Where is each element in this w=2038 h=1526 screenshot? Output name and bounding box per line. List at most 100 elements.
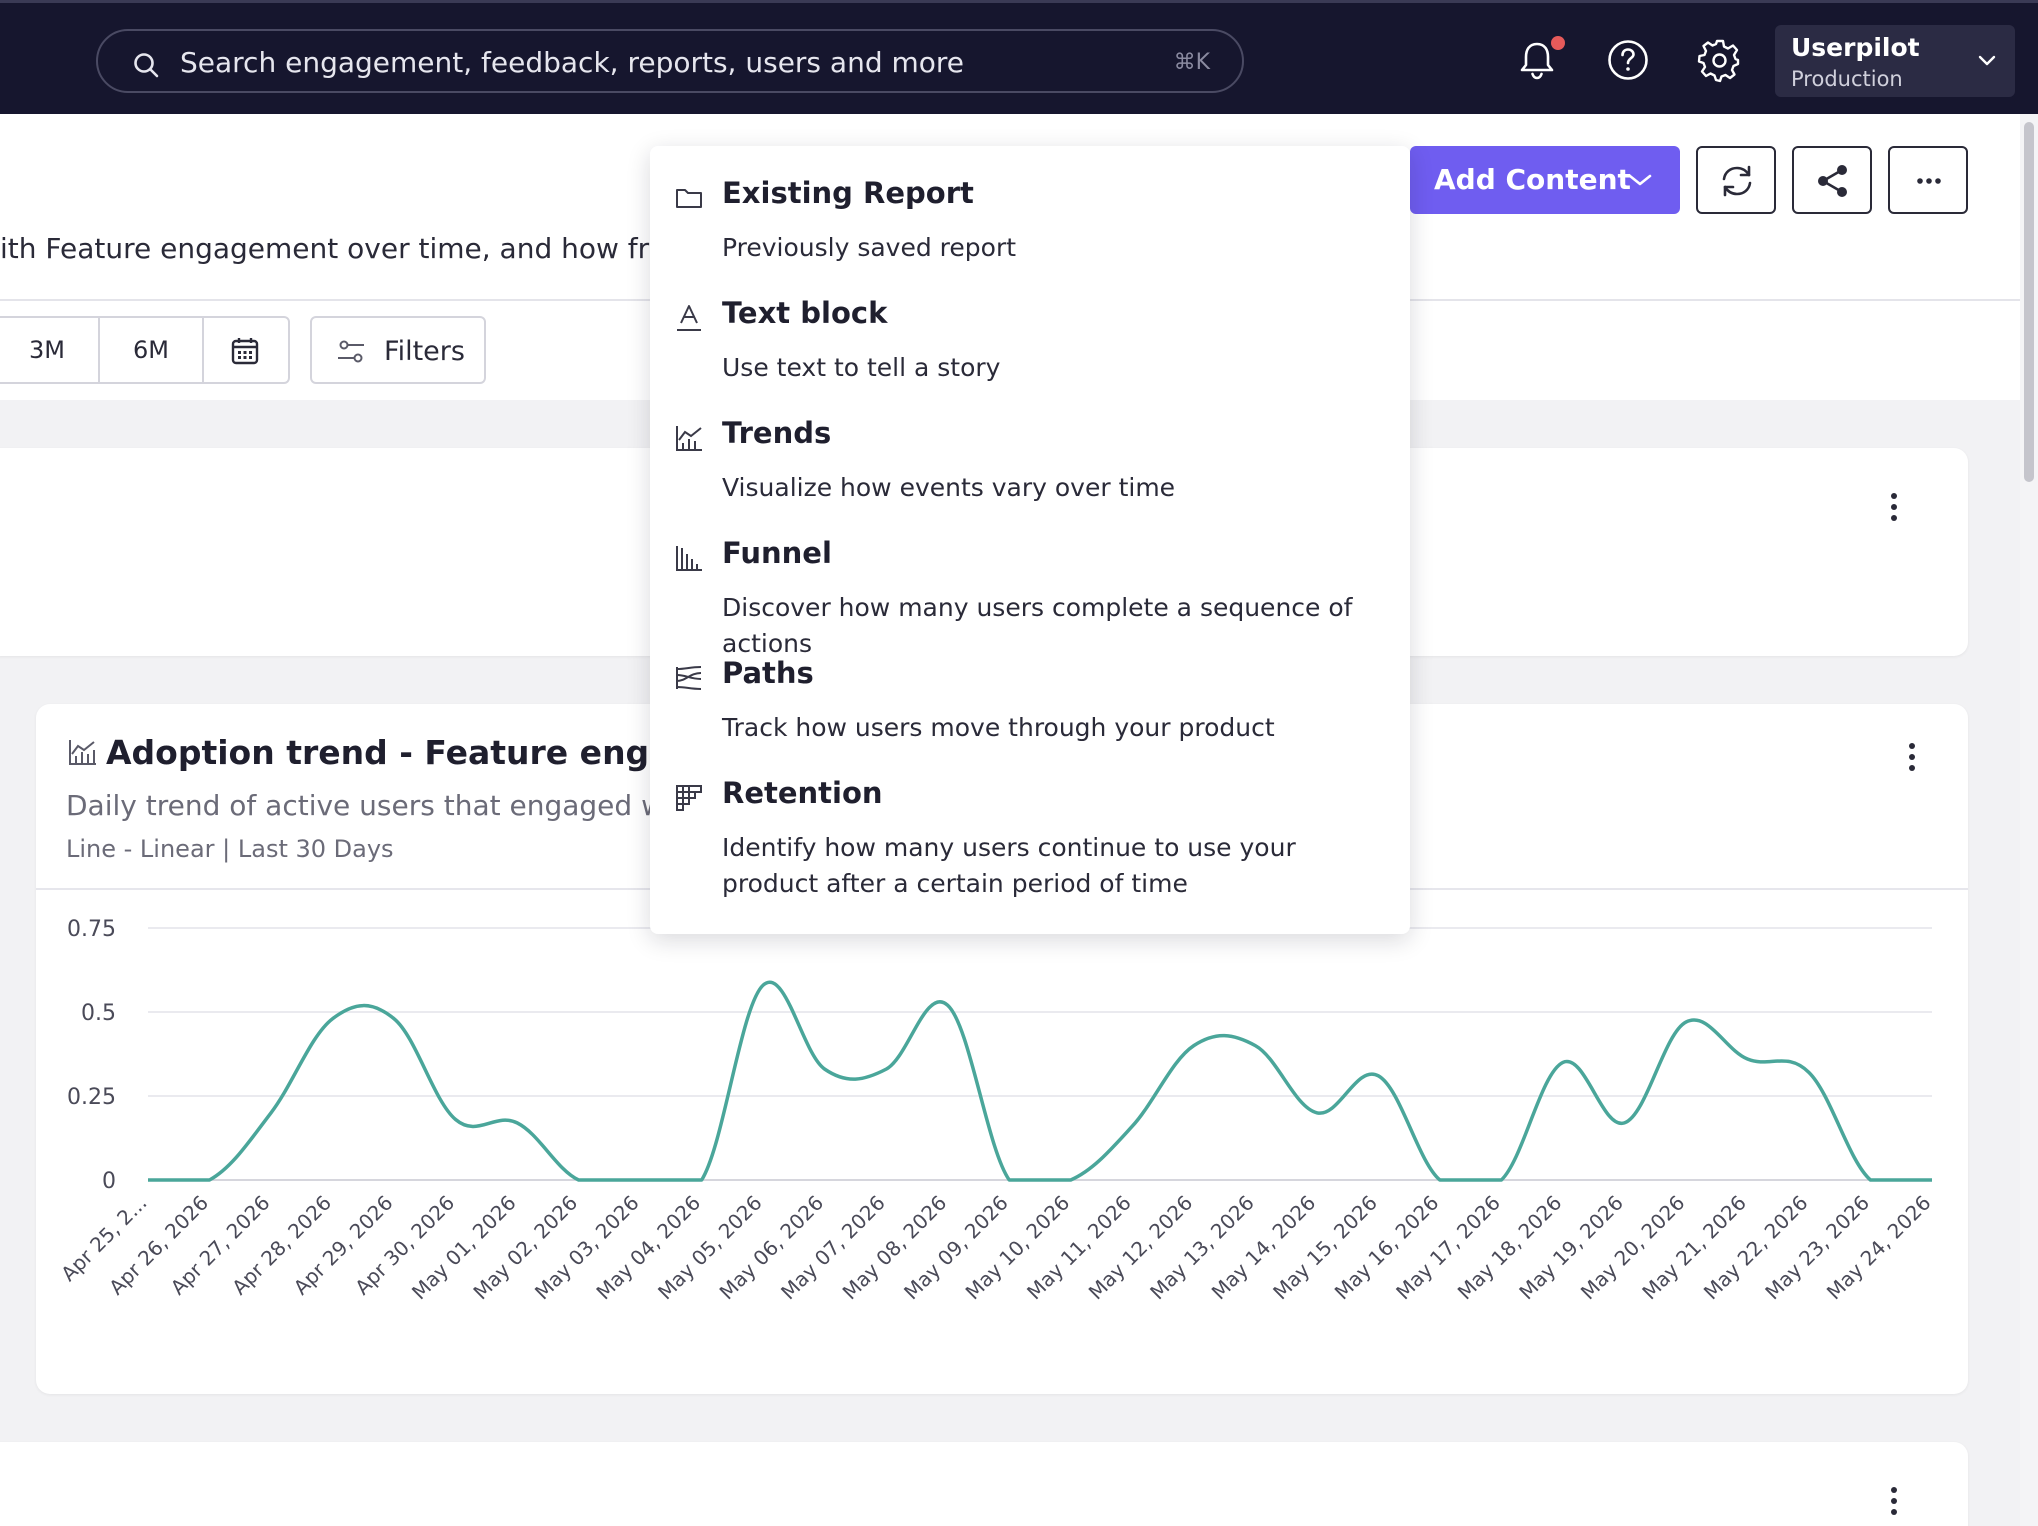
- funnel-icon: [676, 546, 702, 571]
- menu-item-description: Previously saved report: [722, 233, 1017, 262]
- page-scrollbar[interactable]: [2020, 114, 2038, 1526]
- menu-item-description: Use text to tell a story: [722, 353, 1001, 382]
- notification-dot: [1551, 36, 1565, 50]
- data-point: [1744, 1056, 1750, 1062]
- data-point: [391, 1016, 397, 1022]
- data-point: [1560, 1059, 1566, 1065]
- y-tick-label: 0.25: [67, 1085, 116, 1110]
- more-vertical-icon[interactable]: [1890, 1486, 1898, 1516]
- data-point: [883, 1066, 889, 1072]
- menu-item-title: Text block: [722, 296, 888, 330]
- more-vertical-icon[interactable]: [1890, 492, 1898, 522]
- data-point: [330, 1016, 336, 1022]
- search-icon: [134, 53, 159, 78]
- calendar-button[interactable]: [204, 318, 288, 382]
- data-point: [1006, 1177, 1012, 1183]
- data-point: [1191, 1043, 1197, 1049]
- data-point: [1621, 1120, 1627, 1126]
- data-point: [1375, 1073, 1381, 1079]
- menu-item-description: Track how users move through your produc…: [722, 713, 1275, 742]
- menu-item-funnel[interactable]: Funnel Discover how many users complete …: [650, 506, 1410, 658]
- data-point: [637, 1177, 643, 1183]
- series-line: [148, 980, 1932, 1182]
- refresh-icon: [1722, 165, 1752, 197]
- data-point: [514, 1120, 520, 1126]
- data-point: [1683, 1019, 1689, 1025]
- y-tick-label: 0: [102, 1169, 116, 1194]
- trends-icon: [676, 426, 702, 451]
- search-shortcut: ⌘K: [1173, 50, 1210, 75]
- data-point: [1806, 1069, 1812, 1075]
- trends-icon: [69, 740, 96, 765]
- data-point: [1314, 1110, 1320, 1116]
- more-horizontal-icon: [1917, 178, 1941, 184]
- menu-item-trends[interactable]: Trends Visualize how events vary over ti…: [650, 386, 1410, 506]
- data-point: [453, 1117, 459, 1123]
- gear-icon[interactable]: [1697, 37, 1743, 83]
- refresh-button[interactable]: [1696, 146, 1776, 214]
- menu-item-title: Paths: [722, 656, 814, 690]
- data-point: [1929, 1177, 1935, 1183]
- data-point: [1252, 1043, 1258, 1049]
- data-point: [1129, 1123, 1135, 1129]
- data-point: [1867, 1177, 1873, 1183]
- range-3m-button[interactable]: 3M: [0, 318, 100, 382]
- data-point: [1437, 1177, 1443, 1183]
- share-button[interactable]: [1792, 146, 1872, 214]
- menu-item-retention[interactable]: Retention Identify how many users contin…: [650, 746, 1410, 934]
- menu-item-text-block[interactable]: Text block Use text to tell a story: [650, 266, 1410, 386]
- paths-icon: [676, 666, 702, 690]
- menu-item-description: Discover how many users complete a seque…: [722, 593, 1353, 658]
- data-point: [699, 1177, 705, 1183]
- menu-item-title: Funnel: [722, 536, 832, 570]
- menu-item-title: Existing Report: [722, 176, 974, 210]
- menu-item-title: Retention: [722, 776, 883, 810]
- menu-item-description: Identify how many users continue to use …: [722, 833, 1296, 898]
- y-tick-label: 0.5: [81, 1001, 116, 1026]
- y-tick-label: 0.75: [67, 917, 116, 942]
- filters-icon: [338, 340, 364, 363]
- workspace-selector[interactable]: Userpilot Production: [1775, 25, 2015, 97]
- page-description: ith Feature engagement over time, and ho…: [0, 232, 702, 265]
- add-content-label: Add Content: [1434, 163, 1631, 196]
- chart-card-meta: Line - Linear | Last 30 Days: [66, 835, 394, 863]
- menu-item-paths[interactable]: Paths Track how users move through your …: [650, 626, 1410, 746]
- search-placeholder: Search engagement, feedback, reports, us…: [180, 46, 965, 79]
- data-point: [945, 1002, 951, 1008]
- add-content-menu: Existing Report Previously saved report …: [650, 146, 1410, 934]
- data-point: [576, 1177, 582, 1183]
- more-options-button[interactable]: [1888, 146, 1968, 214]
- scrollbar-thumb[interactable]: [2024, 122, 2034, 482]
- workspace-name: Userpilot: [1791, 33, 1920, 62]
- data-point: [822, 1066, 828, 1072]
- bell-icon[interactable]: [1514, 37, 1560, 83]
- workspace-environment: Production: [1791, 67, 1903, 91]
- data-point: [207, 1177, 213, 1183]
- data-point: [760, 982, 766, 988]
- chart-card-description: Daily trend of active users that engaged…: [66, 789, 701, 822]
- calendar-icon: [231, 338, 259, 365]
- retention-icon: [676, 785, 702, 811]
- report-card: [0, 1442, 1968, 1526]
- top-bar: Search engagement, feedback, reports, us…: [0, 0, 2038, 114]
- menu-item-description: Visualize how events vary over time: [722, 473, 1176, 502]
- range-6m-button[interactable]: 6M: [100, 318, 204, 382]
- folder-icon: [676, 189, 702, 208]
- share-icon: [1818, 165, 1847, 197]
- chevron-down-icon: [1628, 174, 1652, 186]
- data-point: [268, 1110, 274, 1116]
- data-point: [1068, 1177, 1074, 1183]
- menu-item-title: Trends: [722, 416, 832, 450]
- filters-button[interactable]: Filters: [310, 316, 486, 384]
- help-icon[interactable]: [1605, 37, 1651, 83]
- add-content-button[interactable]: Add Content: [1410, 146, 1680, 214]
- chevron-down-icon: [1978, 55, 1996, 66]
- date-range-selector: 3M 6M: [0, 316, 290, 384]
- data-point: [1498, 1177, 1504, 1183]
- more-vertical-icon[interactable]: [1908, 742, 1916, 772]
- text-icon: [677, 305, 701, 331]
- menu-item-existing-report[interactable]: Existing Report Previously saved report: [650, 146, 1410, 266]
- filters-label: Filters: [384, 336, 465, 367]
- search-input[interactable]: Search engagement, feedback, reports, us…: [96, 29, 1244, 93]
